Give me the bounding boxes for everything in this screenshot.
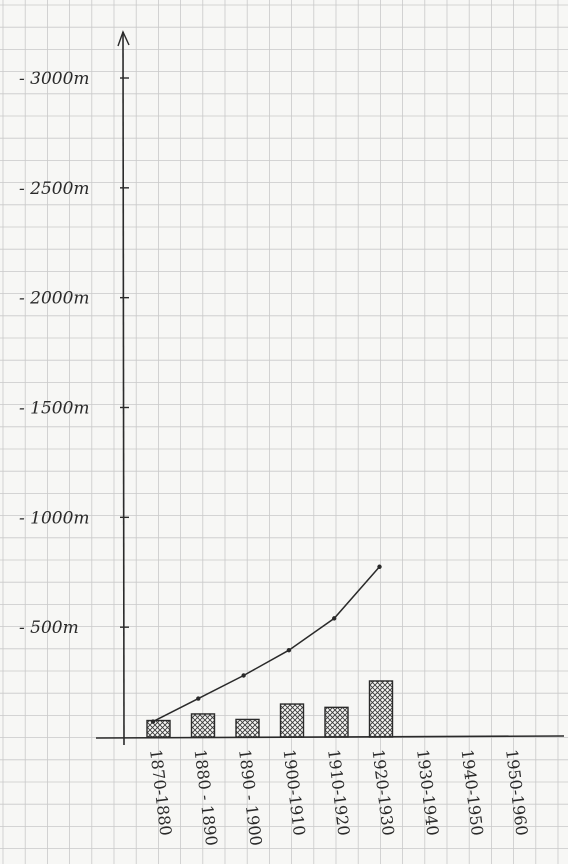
bar [190,713,216,738]
y-tick-label: - 1500m [19,399,90,419]
line-point [286,648,292,653]
x-tick-label: 1880 - 1890 [191,748,222,847]
x-tick-label: 1910-1920 [324,748,353,837]
x-tick-labels: 1870-1880 1880 - 1890 1890 - 1900 1900-1910… [146,748,531,847]
line-point [241,673,246,678]
x-tick-label: 1890 - 1900 [235,748,266,847]
x-tick-label: 1940-1950 [458,748,487,837]
x-tick-label: 1920-1930 [369,748,398,837]
x-tick-label: 1950-1960 [502,748,531,837]
bar [279,703,305,738]
bar [324,706,349,738]
y-tick-label: - 2000m [19,289,90,309]
x-tick-label: 1870-1880 [146,748,175,837]
line-path [152,566,381,723]
line-point [150,719,156,724]
y-axis-line [122,31,125,746]
line-point [377,564,382,569]
bar [146,719,171,738]
line-point [196,696,201,701]
line-point [332,616,337,621]
line-series [150,564,382,724]
y-tick-label: - 3000m [19,69,90,89]
bars [146,680,394,738]
bar [235,718,260,738]
y-tick-label: - 500m [19,618,79,638]
y-axis-arrow [117,30,130,47]
x-tick-label: 1900-1910 [280,748,309,837]
y-tick-label: - 1000m [19,508,90,528]
x-tick-label: 1930-1940 [413,748,442,837]
y-ticks: - 500m - 1000m - 1500m - 2000m - 2500m - 3000… [19,69,129,638]
y-tick-label: - 2500m [19,179,90,199]
bar [368,680,394,738]
axes [95,30,565,746]
